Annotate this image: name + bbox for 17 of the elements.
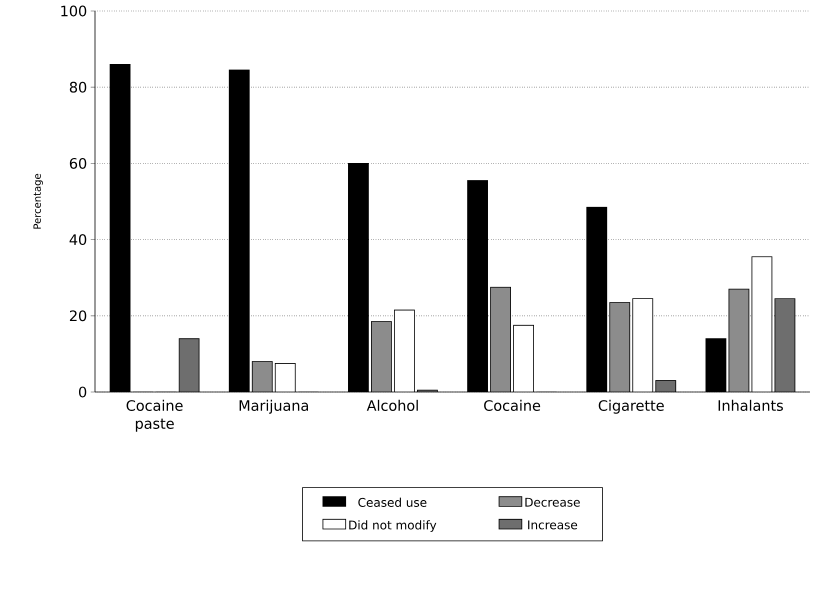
x-tick-label: Cocaine paste [126, 400, 183, 432]
legend-label: Ceased use [358, 498, 426, 507]
y-tick-label: 60 [70, 158, 86, 169]
x-tick-label: Cocaine [484, 400, 540, 411]
y-tick-label: 100 [61, 6, 86, 16]
x-tick-label: Alcohol [366, 400, 418, 411]
x-tick-label: Inhalants [718, 400, 783, 411]
legend-label: Increase [528, 520, 578, 530]
y-tick-label: 0 [78, 386, 86, 398]
y-tick-label: 40 [70, 234, 86, 246]
legend-label: Decrease [525, 498, 580, 507]
y-axis-title: Percentage [33, 174, 43, 229]
legend-label: Did not modify [349, 520, 436, 532]
y-tick-label: 80 [70, 82, 86, 93]
x-tick-label: Cigarette [598, 400, 664, 414]
x-tick-label: Marijuana [240, 400, 308, 414]
y-tick-label: 20 [70, 310, 86, 322]
